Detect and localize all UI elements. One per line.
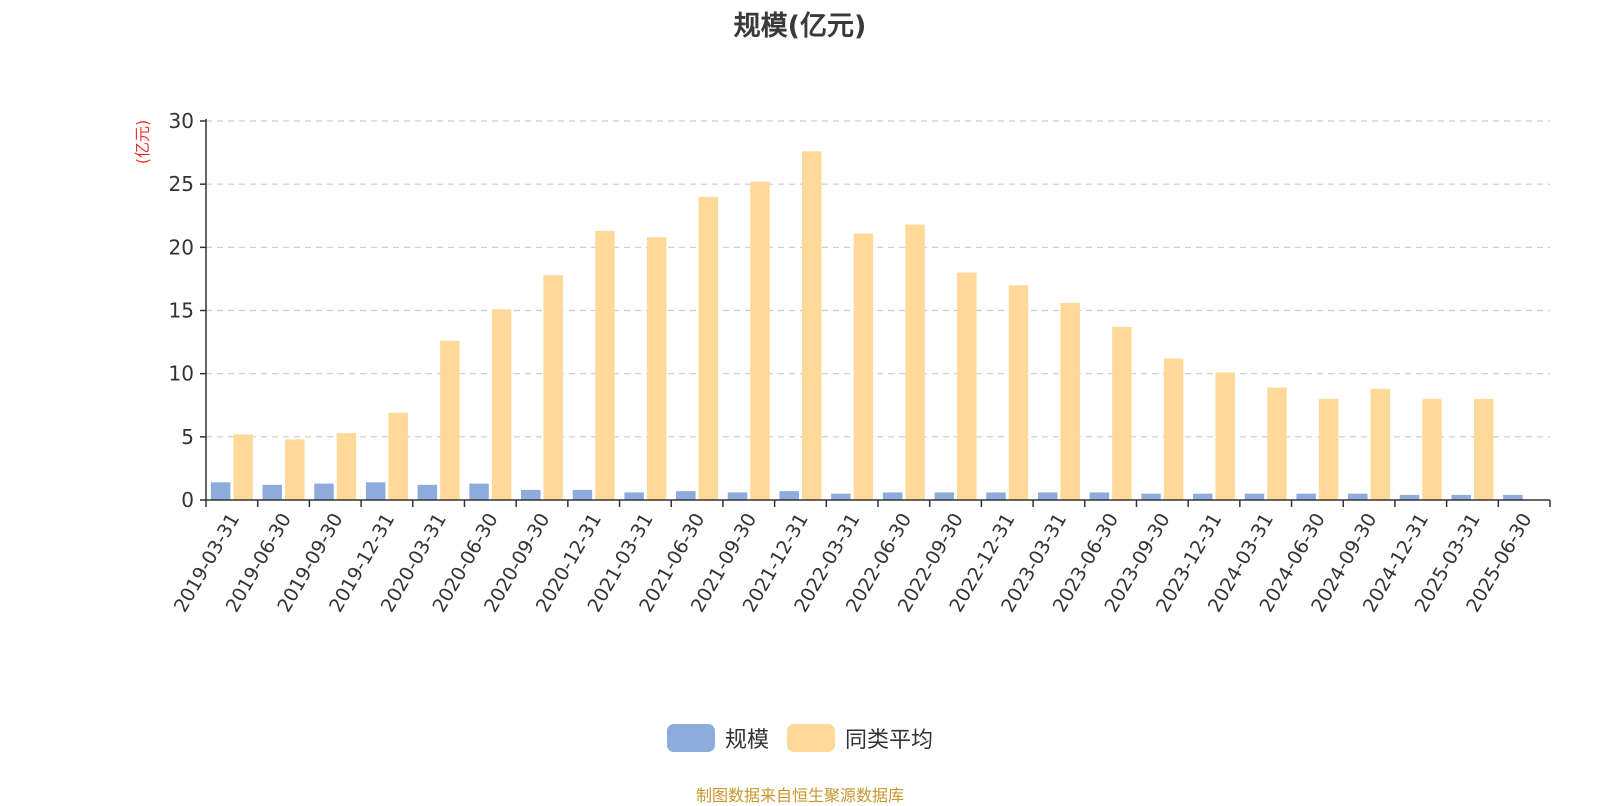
bar-scale[interactable]	[1503, 494, 1523, 500]
bar-scale[interactable]	[1244, 493, 1265, 500]
y-tick-label: 10	[169, 362, 194, 386]
bar-peer-average[interactable]	[750, 181, 770, 500]
bar-peer-average[interactable]	[491, 309, 512, 500]
bar-scale[interactable]	[210, 482, 231, 500]
bars	[210, 151, 1523, 501]
bar-peer-average[interactable]	[1008, 285, 1029, 500]
bar-scale[interactable]	[1451, 494, 1471, 500]
bar-scale[interactable]	[831, 493, 851, 500]
bar-peer-average[interactable]	[1422, 398, 1442, 500]
y-axis-label: (亿元)	[133, 120, 152, 165]
y-tick-label: 25	[169, 172, 194, 196]
bar-peer-average[interactable]	[336, 433, 357, 500]
bar-scale[interactable]	[779, 491, 799, 500]
bar-scale[interactable]	[572, 489, 593, 500]
bar-peer-average[interactable]	[388, 412, 408, 500]
bar-peer-average[interactable]	[1318, 398, 1339, 500]
bar-peer-average[interactable]	[646, 237, 667, 500]
bar-peer-average[interactable]	[595, 230, 615, 500]
bar-peer-average[interactable]	[1267, 387, 1287, 500]
bar-scale[interactable]	[1037, 492, 1058, 500]
chart-title: 规模(亿元)	[733, 11, 867, 42]
grid-lines	[206, 120, 1550, 438]
bar-scale[interactable]	[1141, 493, 1161, 500]
bar-peer-average[interactable]	[285, 439, 305, 500]
legend-swatch-peer-average	[787, 724, 835, 752]
bar-scale[interactable]	[1193, 493, 1213, 500]
bar-peer-average[interactable]	[440, 340, 460, 500]
bar-scale[interactable]	[365, 482, 386, 500]
y-tick-label: 20	[169, 235, 194, 259]
bar-scale[interactable]	[986, 492, 1006, 500]
bar-scale[interactable]	[314, 483, 334, 500]
y-tick-label: 0	[181, 488, 194, 512]
bar-scale[interactable]	[417, 484, 438, 500]
bar-scale[interactable]	[624, 492, 644, 500]
bar-scale[interactable]	[1399, 494, 1420, 500]
bar-scale[interactable]	[1348, 493, 1368, 500]
bar-peer-average[interactable]	[1112, 326, 1132, 500]
legend: 规模 同类平均	[0, 722, 1600, 754]
legend-swatch-scale	[666, 724, 715, 752]
y-tick-label: 5	[181, 425, 194, 449]
bar-peer-average[interactable]	[1473, 398, 1494, 500]
bar-scale[interactable]	[262, 484, 283, 500]
legend-item-scale[interactable]: 规模	[666, 722, 769, 754]
bar-peer-average[interactable]	[905, 224, 925, 501]
bar-peer-average[interactable]	[1215, 372, 1236, 500]
bar-peer-average[interactable]	[698, 196, 719, 501]
bar-peer-average[interactable]	[233, 434, 253, 500]
bar-scale[interactable]	[1089, 492, 1110, 500]
bar-scale[interactable]	[882, 492, 903, 500]
bar-peer-average[interactable]	[543, 275, 564, 500]
bar-peer-average[interactable]	[1370, 388, 1391, 500]
bar-peer-average[interactable]	[957, 272, 977, 500]
bar-peer-average[interactable]	[853, 233, 874, 501]
bar-peer-average[interactable]	[1060, 302, 1080, 500]
bar-peer-average[interactable]	[801, 151, 822, 500]
source-note: 制图数据来自恒生聚源数据库	[695, 786, 904, 805]
bar-peer-average[interactable]	[1163, 358, 1184, 500]
y-tick-label: 30	[169, 109, 194, 133]
legend-item-peer-average[interactable]: 同类平均	[787, 722, 933, 754]
bar-scale[interactable]	[727, 492, 748, 500]
bar-scale[interactable]	[521, 489, 541, 500]
bar-scale[interactable]	[469, 483, 489, 500]
bar-scale[interactable]	[1296, 493, 1316, 500]
legend-label-peer-average: 同类平均	[845, 728, 934, 753]
y-tick-label: 15	[169, 299, 194, 323]
bar-scale[interactable]	[934, 492, 955, 500]
legend-label-scale: 规模	[724, 728, 769, 753]
bar-scale[interactable]	[676, 491, 696, 500]
